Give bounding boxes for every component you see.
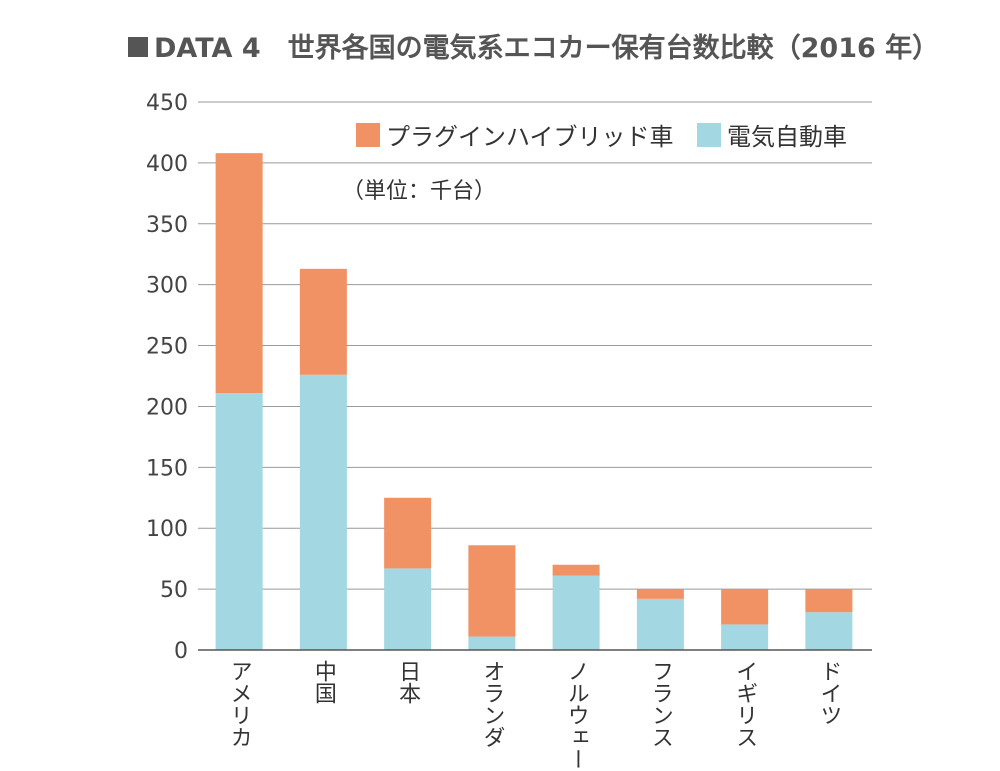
- y-axis-ticks: 0 50 100 150 200 250 300 350 400 450: [146, 91, 188, 664]
- bar-segment-ev: [636, 598, 684, 650]
- x-category-label: オランダ: [479, 660, 504, 748]
- y-tick-label: 350: [146, 213, 188, 238]
- title-square-icon: [128, 37, 148, 57]
- y-tick-label: 250: [146, 335, 188, 360]
- bar-segment-phev: [215, 153, 263, 394]
- legend-swatch-phev: [356, 123, 380, 147]
- unit-note: （単位：千台）: [342, 179, 496, 204]
- bar-segment-ev: [552, 575, 600, 650]
- x-category-label: 中国: [311, 660, 336, 704]
- grid-layer: [198, 101, 872, 590]
- bar-segment-ev: [468, 636, 516, 650]
- legend-label-phev: プラグインハイブリッド車: [386, 123, 674, 151]
- y-tick-label: 100: [146, 517, 188, 542]
- x-category-label: アメリカ: [227, 660, 252, 748]
- y-tick-label: 50: [160, 578, 188, 603]
- y-tick-label: 450: [146, 91, 188, 116]
- bar-segment-ev: [384, 568, 432, 650]
- bar-segment-ev: [215, 393, 263, 650]
- bar-segment-phev: [384, 497, 432, 569]
- bar-segment-phev: [636, 589, 684, 599]
- legend-label-ev: 電気自動車: [727, 123, 847, 151]
- y-tick-label: 0: [174, 639, 188, 664]
- legend-swatch-ev: [697, 123, 721, 147]
- bar-segment-phev: [299, 268, 347, 375]
- y-tick-label: 150: [146, 456, 188, 481]
- bar-segment-ev: [721, 624, 769, 650]
- x-category-label: フランス: [648, 660, 673, 748]
- bar-layer: [215, 153, 853, 650]
- y-tick-label: 300: [146, 274, 188, 299]
- bar-segment-phev: [468, 545, 516, 637]
- bar-segment-ev: [299, 374, 347, 650]
- bar-segment-phev: [805, 589, 853, 613]
- bar-segment-ev: [805, 612, 853, 650]
- chart-title-group: DATA 4 世界各国の電気系エコカー保有台数比較（2016 年）: [128, 32, 939, 64]
- x-category-label: ドイツ: [816, 660, 841, 726]
- y-tick-label: 400: [146, 152, 188, 177]
- legend: プラグインハイブリッド車 電気自動車: [356, 123, 847, 151]
- x-category-label: 日本: [395, 660, 421, 704]
- bar-segment-phev: [721, 589, 769, 625]
- y-tick-label: 200: [146, 395, 188, 420]
- x-category-label: ノルウェー: [564, 660, 589, 770]
- chart-title: DATA 4 世界各国の電気系エコカー保有台数比較（2016 年）: [154, 32, 939, 64]
- x-axis-categories: アメリカ 中国 日本 オランダ ノルウェー フランス イギリス ドイツ: [227, 660, 842, 770]
- bar-segment-phev: [552, 564, 600, 576]
- x-category-label: イギリス: [732, 660, 757, 748]
